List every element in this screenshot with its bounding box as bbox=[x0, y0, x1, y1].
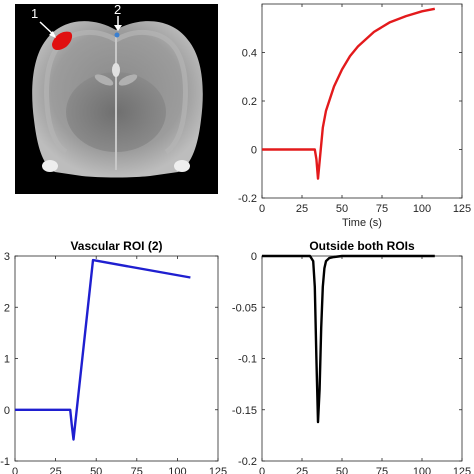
brain-image-panel: 1 2 bbox=[15, 2, 218, 194]
chart-title: Vascular ROI (2) bbox=[70, 239, 162, 253]
plot-area bbox=[261, 255, 463, 462]
y-tick-label: -1 bbox=[0, 456, 10, 468]
roi-1-marker bbox=[52, 31, 73, 51]
x-tick-label: 75 bbox=[376, 203, 388, 215]
x-tick-label: 125 bbox=[453, 466, 471, 474]
x-tick-label: 100 bbox=[413, 203, 431, 215]
y-tick-label: 2 bbox=[4, 302, 10, 314]
x-tick-label: 50 bbox=[336, 466, 348, 474]
x-tick-label: 0 bbox=[259, 203, 265, 215]
y-tick-label: -0.15 bbox=[232, 405, 257, 417]
x-tick-label: 50 bbox=[90, 466, 102, 474]
x-tick-label: 25 bbox=[296, 466, 308, 474]
plot-area bbox=[261, 3, 463, 199]
y-tick-label: 0 bbox=[251, 145, 257, 157]
y-tick-label: -0.05 bbox=[232, 302, 257, 314]
y-tick-label: -0.2 bbox=[238, 193, 257, 205]
y-tick-label: 0 bbox=[4, 405, 10, 417]
y-tick-label: 3 bbox=[4, 251, 10, 263]
arrow-1-head bbox=[49, 31, 56, 38]
bright-spot-left bbox=[42, 160, 58, 172]
cortex-ring bbox=[44, 29, 188, 155]
series-line-0 bbox=[262, 7, 436, 180]
ventricle-left bbox=[94, 74, 114, 86]
x-tick-label: 75 bbox=[376, 466, 388, 474]
plot-area bbox=[14, 255, 219, 462]
x-tick-label: 100 bbox=[168, 466, 186, 474]
arrow-2-head bbox=[114, 25, 122, 31]
y-tick-label: 0.4 bbox=[242, 48, 257, 60]
roi-label-2: 2 bbox=[114, 2, 121, 17]
x-axis-label: Time (s) bbox=[342, 217, 382, 229]
bright-spot-center bbox=[112, 63, 120, 77]
ventricle-right bbox=[118, 74, 138, 86]
series-line-0 bbox=[262, 254, 435, 424]
y-tick-label: -0.2 bbox=[238, 456, 257, 468]
roi-2-marker bbox=[114, 32, 120, 38]
chart-title: Outside both ROIs bbox=[309, 239, 415, 253]
series-line-0 bbox=[15, 258, 191, 441]
x-tick-label: 125 bbox=[453, 203, 471, 215]
x-tick-label: 125 bbox=[209, 466, 227, 474]
x-tick-label: 100 bbox=[413, 466, 431, 474]
bright-spot-right bbox=[174, 160, 190, 172]
y-tick-label: 0.2 bbox=[242, 96, 257, 108]
chart-panel-outside: 0 25 50 75 100 125 -0.2 -0.15 -0.1 -0.05 0 Outside … bbox=[232, 239, 471, 474]
x-tick-label: 0 bbox=[12, 466, 18, 474]
x-tick-label: 0 bbox=[259, 466, 265, 474]
y-tick-label: -0.1 bbox=[238, 354, 257, 366]
x-tick-label: 25 bbox=[296, 203, 308, 215]
roi-label-1: 1 bbox=[31, 6, 38, 21]
x-tick-label: 50 bbox=[336, 203, 348, 215]
x-tick-label: 25 bbox=[49, 466, 61, 474]
x-tick-label: 75 bbox=[131, 466, 143, 474]
y-tick-label: 1 bbox=[4, 354, 10, 366]
y-tick-label: 0 bbox=[251, 251, 257, 263]
